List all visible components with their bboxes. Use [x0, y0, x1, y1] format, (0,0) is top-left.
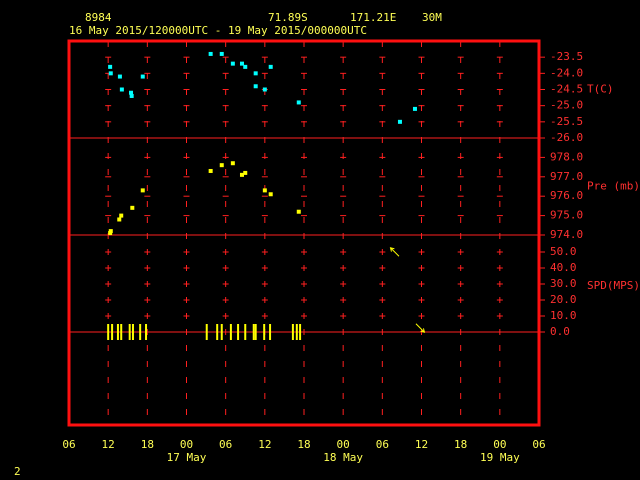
x-tick-label: 00 [180, 438, 193, 451]
point [129, 93, 134, 98]
y-tick-label: 40.0 [550, 261, 577, 274]
x-tick-label: 06 [62, 438, 75, 451]
x-tick-label: 06 [532, 438, 545, 451]
y-tick-label: -26.0 [550, 131, 583, 144]
latitude: 71.89S [268, 11, 308, 24]
point [117, 217, 122, 222]
x-tick-label: 18 [297, 438, 310, 451]
y-tick-label: 0.0 [550, 325, 570, 338]
point [296, 100, 301, 105]
x-tick-label: 00 [493, 438, 506, 451]
point [243, 170, 248, 175]
x-tick-label: 06 [376, 438, 389, 451]
y-tick-label: -25.5 [550, 115, 583, 128]
x-tick-label: 18 [141, 438, 154, 451]
point [219, 163, 224, 168]
frame [67, 39, 541, 427]
point [130, 205, 135, 210]
point [239, 172, 244, 177]
point [253, 71, 258, 76]
y-tick-label: -24.5 [550, 83, 583, 96]
y-axis-label: T(C) [587, 83, 614, 96]
wind-arrow [389, 247, 400, 257]
point [140, 188, 145, 193]
point [230, 61, 235, 66]
date-label: 19 May [480, 451, 520, 464]
y-axis-label: SPD(MPS) [587, 279, 640, 292]
y-tick-label: 975.0 [550, 209, 583, 222]
y-tick-label: 977.0 [550, 170, 583, 183]
y-tick-label: 30.0 [550, 277, 577, 290]
y-tick-label: 20.0 [550, 293, 577, 306]
wind-arrow [415, 323, 426, 333]
longitude: 171.21E [350, 11, 396, 24]
point [140, 74, 145, 79]
elevation: 30M [422, 11, 442, 24]
point [230, 161, 235, 166]
y-axis-label: Pre (mb) [587, 180, 640, 193]
y-tick-label: 974.0 [550, 228, 583, 241]
point [412, 106, 417, 111]
period: 16 May 2015/120000UTC - 19 May 2015/0000… [69, 24, 367, 37]
y-tick-label: 978.0 [550, 150, 583, 163]
y-tick-label: -25.0 [550, 99, 583, 112]
point [208, 168, 213, 173]
point [262, 188, 267, 193]
point [219, 51, 224, 56]
point [119, 87, 124, 92]
point [117, 74, 122, 79]
point [268, 64, 273, 69]
date-label: 17 May [167, 451, 207, 464]
point [108, 64, 113, 69]
y-tick-label: 10.0 [550, 309, 577, 322]
date-label: 18 May [323, 451, 363, 464]
point [397, 119, 402, 124]
point [262, 87, 267, 92]
x-tick-label: 12 [415, 438, 428, 451]
x-tick-label: 00 [337, 438, 350, 451]
point [253, 84, 258, 89]
point [296, 209, 301, 214]
point [243, 64, 248, 69]
x-tick-label: 12 [258, 438, 271, 451]
x-tick-label: 12 [102, 438, 115, 451]
point [119, 213, 124, 218]
page-number: 2 [14, 465, 21, 478]
point [268, 192, 273, 197]
y-tick-label: -23.5 [550, 50, 583, 63]
y-tick-label: 50.0 [550, 245, 577, 258]
y-tick-label: 976.0 [550, 189, 583, 202]
point [108, 71, 113, 76]
station-id: 8984 [85, 11, 112, 24]
x-tick-label: 06 [219, 438, 232, 451]
point [239, 61, 244, 66]
y-tick-label: -24.0 [550, 66, 583, 79]
point [129, 90, 134, 95]
point [208, 51, 213, 56]
x-tick-label: 18 [454, 438, 467, 451]
point [108, 229, 113, 234]
